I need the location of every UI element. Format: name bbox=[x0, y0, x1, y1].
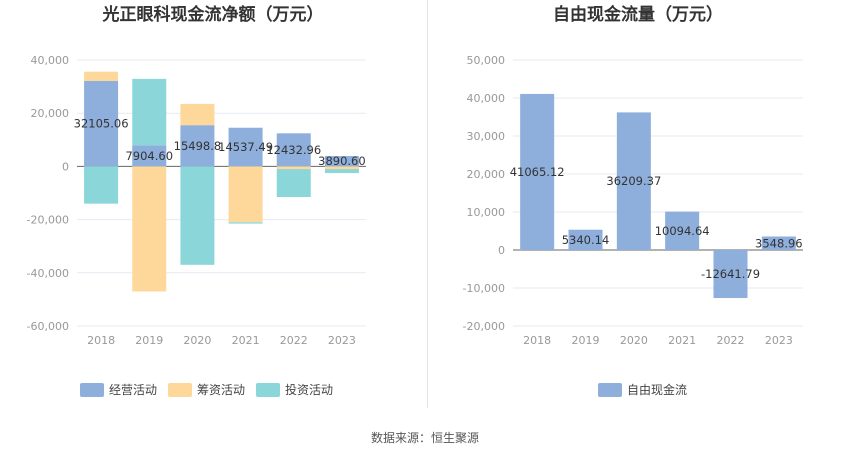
y-tick-label: 20,000 bbox=[31, 107, 70, 120]
bar-left-chart-s2-2020 bbox=[180, 166, 215, 265]
y-tick-label: -10,000 bbox=[463, 282, 505, 295]
legend-left: 经营活动 筹资活动 投资活动 bbox=[80, 382, 333, 397]
y-tick-label: 40,000 bbox=[467, 92, 506, 105]
bar-left-chart-s0-2021 bbox=[228, 127, 263, 167]
bar-left-chart-s1-2019 bbox=[132, 166, 167, 292]
bar-right-chart-s0-2021 bbox=[665, 211, 700, 250]
data-label: 14537.49 bbox=[218, 140, 273, 154]
y-tick-label: 10,000 bbox=[467, 206, 506, 219]
data-label: 12432.96 bbox=[266, 143, 321, 157]
panel-divider bbox=[427, 0, 428, 408]
legend-swatch bbox=[80, 383, 104, 397]
x-tick-label: 2018 bbox=[87, 334, 115, 347]
chart-title-right: 自由现金流量（万元） bbox=[553, 4, 723, 25]
cash-flow-chart: 40,000 20,000 0 -20,000 -40,000 -60,000 2018 20… bbox=[27, 54, 366, 347]
y-tick-label: 30,000 bbox=[467, 130, 506, 143]
y-tick-label: -40,000 bbox=[27, 267, 69, 280]
data-label: 3548.96 bbox=[755, 236, 803, 250]
y-tick-label: -60,000 bbox=[27, 320, 69, 333]
bar-left-chart-s2-2022 bbox=[276, 169, 311, 197]
data-label: -12641.79 bbox=[701, 267, 760, 281]
x-tick-label: 2018 bbox=[523, 334, 551, 347]
x-tick-label: 2021 bbox=[232, 334, 260, 347]
bar-left-chart-s1-2021 bbox=[228, 166, 263, 223]
data-label: 36209.37 bbox=[606, 174, 661, 188]
bar-left-chart-s1-2023 bbox=[324, 166, 359, 170]
bar-left-chart-s2-2019 bbox=[132, 78, 167, 146]
y-tick-label: 50,000 bbox=[467, 54, 506, 67]
y-tick-label: 20,000 bbox=[467, 168, 506, 181]
x-tick-label: 2022 bbox=[280, 334, 308, 347]
bar-right-chart-s0-2018 bbox=[520, 93, 555, 250]
legend-swatch bbox=[256, 383, 280, 397]
legend-label: 筹资活动 bbox=[197, 383, 245, 397]
legend-label: 投资活动 bbox=[285, 382, 333, 397]
bar-left-chart-s0-2020 bbox=[180, 125, 215, 167]
data-label: 15498.8 bbox=[174, 139, 222, 153]
bar-left-chart-s1-2018 bbox=[84, 71, 119, 82]
x-tick-label: 2019 bbox=[135, 334, 163, 347]
bar-left-chart-s2-2018 bbox=[84, 166, 119, 204]
y-tick-label: 0 bbox=[62, 160, 69, 173]
x-tick-label: 2023 bbox=[765, 334, 793, 347]
y-tick-label: -20,000 bbox=[27, 214, 69, 227]
legend-right: 自由现金流 bbox=[598, 382, 687, 397]
data-source-note: 数据来源：恒生聚源 bbox=[370, 431, 479, 445]
bar-left-chart-s1-2022 bbox=[276, 166, 311, 170]
free-cash-flow-chart: 50,000 40,000 30,000 20,000 10,000 0 -10,000 -2… bbox=[463, 54, 803, 347]
bar-right-chart-s0-2023 bbox=[761, 236, 796, 250]
data-label: 7904.60 bbox=[125, 149, 173, 163]
bar-left-chart-s0-2022 bbox=[276, 133, 311, 167]
y-tick-label: 40,000 bbox=[31, 54, 70, 67]
bar-right-chart-s0-2019 bbox=[568, 229, 603, 250]
legend-label: 自由现金流 bbox=[627, 382, 687, 397]
bar-left-chart-s0-2018 bbox=[84, 81, 119, 167]
x-tick-label: 2020 bbox=[620, 334, 648, 347]
x-tick-label: 2023 bbox=[328, 334, 356, 347]
bar-left-chart-s2-2023 bbox=[324, 169, 359, 174]
bar-right-chart-s0-2022 bbox=[713, 250, 748, 299]
bar-left-chart-s0-2019 bbox=[132, 145, 167, 167]
legend-swatch bbox=[598, 383, 622, 397]
x-tick-label: 2021 bbox=[668, 334, 696, 347]
bar-right-chart-s0-2020 bbox=[616, 112, 651, 251]
legend-label: 经营活动 bbox=[109, 383, 157, 397]
legend-swatch bbox=[168, 383, 192, 397]
data-label: 41065.12 bbox=[510, 165, 565, 179]
chart-title-left: 光正眼科现金流净额（万元） bbox=[102, 4, 324, 25]
y-tick-label: 0 bbox=[498, 244, 505, 257]
data-label: 32105.06 bbox=[74, 117, 129, 131]
x-tick-label: 2022 bbox=[717, 334, 745, 347]
data-label: 5340.14 bbox=[562, 233, 610, 247]
y-tick-label: -20,000 bbox=[463, 320, 505, 333]
data-label: 3890.60 bbox=[318, 154, 366, 168]
x-tick-label: 2019 bbox=[572, 334, 600, 347]
bar-left-chart-s1-2020 bbox=[180, 103, 215, 126]
bar-left-chart-s0-2023 bbox=[324, 156, 359, 167]
bar-left-chart-s2-2021 bbox=[228, 222, 263, 224]
x-tick-label: 2020 bbox=[183, 334, 211, 347]
data-label: 10094.64 bbox=[655, 224, 710, 238]
